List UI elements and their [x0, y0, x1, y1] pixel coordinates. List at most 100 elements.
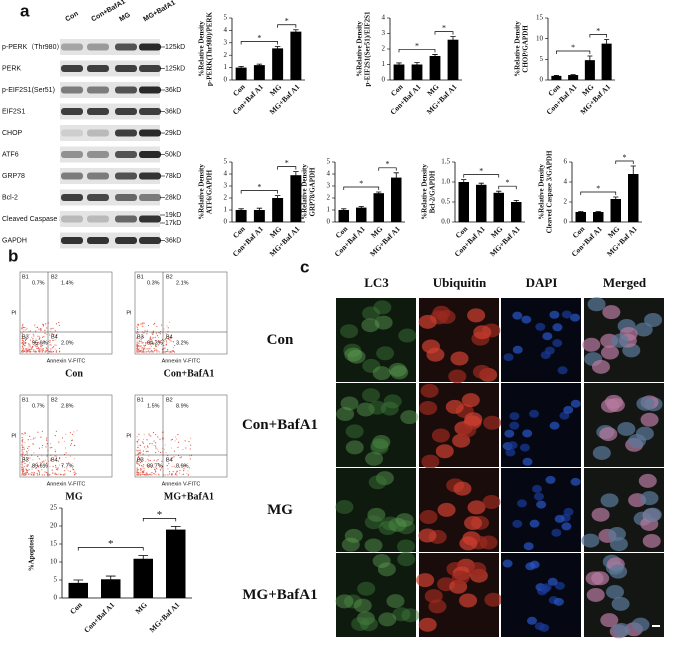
flow-event: [29, 457, 31, 459]
flow-event: [152, 330, 154, 332]
flow-event: [142, 450, 145, 452]
flow-event: [155, 332, 158, 334]
significance-bracket: [434, 31, 454, 35]
cell: [504, 429, 515, 438]
cell: [373, 300, 392, 315]
flow-event: [25, 328, 27, 330]
cell: [505, 448, 516, 457]
flow-event: [157, 473, 160, 475]
flow-event: [35, 343, 38, 345]
y-axis-label: %Relative Density: [514, 21, 522, 77]
cell: [542, 332, 553, 341]
flow-event: [37, 474, 39, 476]
cell: [503, 353, 514, 362]
cell: [353, 598, 372, 613]
significance-label: *: [285, 17, 289, 26]
flow-event: [69, 470, 71, 472]
micrograph: [336, 468, 416, 552]
flow-event: [179, 469, 181, 472]
micrograph: [336, 383, 416, 467]
y-tick-label: 5: [224, 14, 228, 22]
flow-event: [56, 473, 58, 475]
flow-event: [145, 461, 147, 463]
cell: [418, 528, 437, 543]
flow-event: [35, 326, 37, 329]
flow-event: [150, 338, 152, 341]
cell: [448, 369, 467, 384]
cell: [553, 597, 564, 606]
flow-event: [141, 350, 143, 353]
flow-event: [23, 329, 25, 331]
y-tick-label: 0: [540, 76, 544, 84]
cell: [453, 481, 472, 496]
error-bar: [293, 29, 299, 34]
error-bar: [630, 165, 636, 182]
flow-event: [22, 341, 24, 343]
flow-event: [189, 458, 191, 460]
y-tick-label: 0.5: [441, 198, 450, 206]
bar: [356, 207, 367, 222]
flow-event: [161, 460, 163, 462]
significance-bracket: [580, 191, 617, 195]
flow-event: [54, 344, 56, 346]
flow-event: [25, 470, 28, 472]
flow-event: [146, 439, 148, 441]
blot-strip: [60, 146, 160, 163]
flow-event: [152, 343, 154, 345]
significance-label: *: [596, 184, 600, 193]
significance-label: *: [257, 182, 261, 191]
cell: [340, 396, 359, 411]
image-row-label: MG+BafA1: [242, 587, 317, 603]
flow-event: [21, 463, 23, 465]
flow-event: [42, 460, 44, 462]
flow-event: [150, 344, 152, 346]
significance-label: *: [359, 179, 363, 188]
cell: [372, 434, 391, 449]
flow-event: [146, 464, 148, 466]
flow-event: [21, 473, 23, 475]
y-tick-label: 1: [224, 206, 228, 214]
flow-event: [45, 349, 47, 351]
flow-event: [165, 340, 167, 342]
flow-event: [23, 448, 25, 450]
significance-bracket: [240, 41, 278, 45]
flow-event: [24, 338, 26, 340]
cell: [351, 616, 370, 631]
flow-event: [30, 438, 32, 441]
flow-event: [21, 346, 23, 348]
cell: [509, 421, 520, 430]
flow-x-label: Annexin V-FITC: [162, 481, 201, 487]
flow-event: [73, 471, 75, 474]
flow-event: [157, 459, 159, 461]
cell: [359, 617, 378, 632]
flow-event: [54, 472, 56, 474]
flow-event: [45, 437, 48, 439]
cell: [609, 537, 628, 552]
blot-strip: [60, 39, 160, 55]
flow-event: [38, 338, 40, 340]
y-tick-label: 4: [382, 14, 386, 22]
flow-event: [138, 351, 140, 353]
flow-event: [156, 460, 158, 462]
blot-column-label: MG: [118, 11, 132, 23]
flow-event: [37, 341, 40, 343]
flow-event: [171, 438, 173, 440]
flow-event: [58, 350, 61, 353]
blot-column-label: MG+BafA1: [142, 0, 176, 23]
kd-label: 36kD: [165, 87, 181, 94]
y-tick-label: 2: [382, 45, 386, 53]
error-bar: [274, 195, 281, 201]
flow-event: [143, 347, 146, 349]
flow-event: [155, 452, 157, 454]
flow-event: [158, 474, 160, 476]
flow-event: [38, 472, 41, 474]
flow-event: [35, 338, 37, 340]
flow-event: [37, 466, 40, 468]
cell: [378, 521, 397, 536]
flow-event: [154, 473, 156, 475]
cell: [395, 513, 414, 528]
flow-event: [21, 335, 23, 337]
flow-event: [167, 350, 169, 352]
cell: [383, 394, 402, 409]
flow-event: [136, 469, 138, 471]
